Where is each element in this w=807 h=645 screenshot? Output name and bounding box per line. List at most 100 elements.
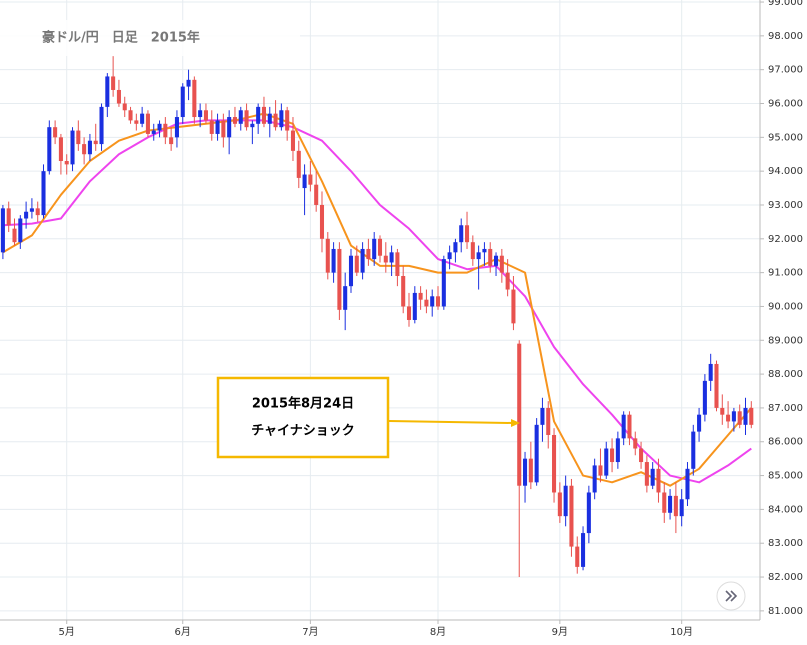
x-tick-label: 10月 — [670, 626, 693, 638]
candle-body — [105, 76, 110, 107]
x-tick-label: 8月 — [430, 626, 446, 638]
candle-body — [215, 120, 220, 134]
y-tick-label: 84.000 — [768, 504, 803, 515]
candle-body — [563, 485, 568, 517]
candle-body — [366, 248, 371, 260]
candle-body — [679, 499, 684, 517]
candle-body — [279, 110, 284, 128]
candle-body — [610, 448, 615, 463]
candle-body — [505, 272, 510, 290]
y-tick-label: 98.000 — [768, 31, 803, 42]
candle-body — [203, 110, 208, 121]
candle-body — [569, 485, 574, 547]
candle-body — [111, 76, 116, 90]
candle-body — [673, 495, 678, 517]
candle-body — [232, 117, 237, 124]
candle-body — [685, 468, 690, 500]
candle-body — [523, 458, 528, 486]
candle-body — [430, 296, 435, 307]
candle-body — [604, 448, 609, 476]
y-tick-label: 85.000 — [768, 471, 803, 482]
y-tick-label: 86.000 — [768, 437, 803, 448]
candle-body — [53, 127, 58, 138]
scroll-button[interactable] — [716, 581, 746, 611]
y-tick-label: 88.000 — [768, 369, 803, 380]
candle-body — [464, 225, 470, 243]
scroll-button-icon[interactable] — [725, 590, 738, 602]
candle-body — [546, 407, 551, 435]
y-tick-label: 97.000 — [768, 65, 803, 76]
candle-body — [35, 208, 40, 216]
candle-body — [494, 255, 499, 266]
candle-body — [528, 458, 533, 483]
candle-body — [540, 407, 545, 425]
candle-body — [99, 106, 104, 145]
candle-body — [325, 238, 330, 273]
candle-body — [621, 414, 626, 439]
candle-body — [186, 79, 191, 87]
candle-body — [163, 123, 168, 138]
annotation-date: 2015年8月24日 — [252, 396, 354, 412]
y-tick-label: 95.000 — [768, 132, 803, 143]
candle-body — [406, 306, 412, 320]
candle-body — [192, 79, 197, 118]
candle-body — [273, 113, 278, 128]
candle-body — [157, 123, 162, 131]
candle-body — [459, 225, 464, 243]
candle-body — [64, 161, 69, 165]
candle-body — [87, 140, 92, 155]
candle-body — [749, 407, 754, 425]
candle-body — [702, 380, 707, 415]
candle-body — [720, 407, 725, 415]
candle-body — [261, 106, 266, 124]
grid — [0, 0, 760, 620]
candle-body — [6, 208, 11, 226]
y-tick-label: 87.000 — [768, 403, 803, 414]
candle-body — [383, 255, 388, 263]
candle-body — [662, 492, 667, 513]
candle-body — [714, 363, 719, 408]
candle-body — [615, 438, 620, 463]
candles — [0, 56, 754, 578]
candle-body — [511, 289, 516, 324]
candle-body — [308, 174, 313, 185]
x-tick-label: 7月 — [302, 626, 318, 638]
candle-body — [592, 465, 597, 493]
candle-body — [650, 468, 655, 486]
title-backdrop — [0, 20, 300, 56]
candle-body — [644, 462, 649, 486]
candle-body — [256, 106, 261, 124]
candle-body — [331, 248, 336, 273]
candle-body — [314, 184, 319, 205]
candle-body — [743, 407, 748, 425]
y-tick-label: 90.000 — [768, 301, 803, 312]
candle-body — [24, 211, 29, 219]
candle-body — [174, 117, 179, 138]
candle-body — [209, 120, 214, 134]
y-tick-label: 91.000 — [768, 268, 803, 279]
candle-body — [424, 299, 429, 307]
candle-body — [354, 255, 359, 273]
candle-body — [238, 110, 243, 124]
candle-body — [250, 123, 255, 128]
candle-body — [517, 343, 522, 486]
candle-body — [737, 411, 742, 425]
candle-body — [389, 252, 394, 263]
candle-body — [488, 248, 493, 266]
candle-body — [708, 363, 713, 381]
candle-body — [180, 86, 185, 118]
candle-body — [343, 286, 348, 310]
candle-body — [482, 248, 487, 253]
candle-body — [372, 238, 377, 260]
candle-body — [418, 292, 423, 300]
candle-body — [296, 150, 301, 178]
annotation-arrow — [388, 420, 513, 424]
candle-body — [697, 414, 702, 432]
moving-average-line — [2, 112, 753, 487]
candle-body — [145, 113, 150, 134]
candle-body — [0, 208, 5, 253]
candle-body — [476, 252, 481, 260]
candle-body — [290, 130, 296, 151]
candle-body — [12, 228, 17, 243]
candle-body — [221, 120, 226, 138]
